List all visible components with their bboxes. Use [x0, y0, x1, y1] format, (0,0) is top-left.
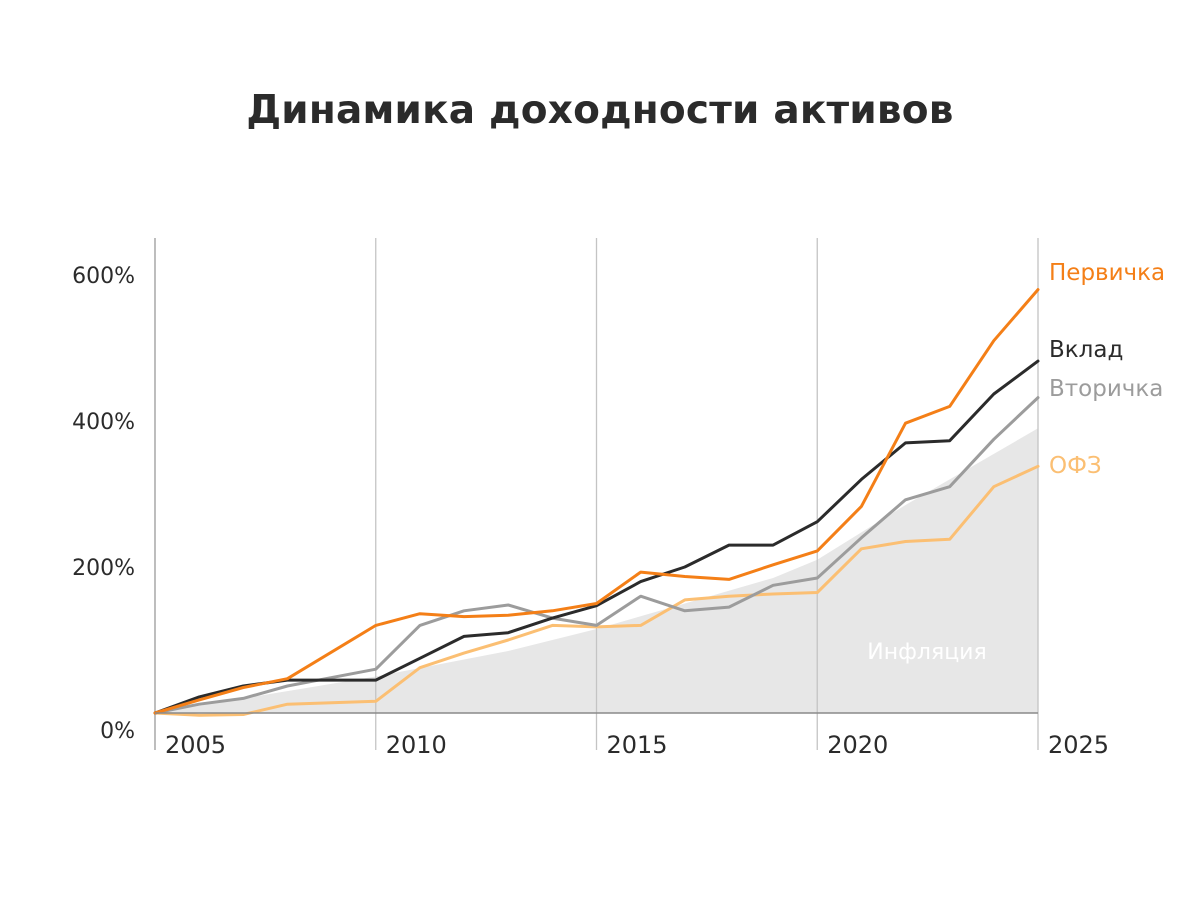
- inflation-area-label: Инфляция: [867, 640, 986, 665]
- legend-label: Первичка: [1049, 260, 1165, 286]
- x-tick-label: 2020: [827, 731, 888, 759]
- y-tick-label: 0%: [100, 719, 135, 744]
- y-tick-label: 600%: [72, 264, 135, 289]
- legend-label: Вторичка: [1049, 376, 1163, 402]
- x-tick-label: 2025: [1048, 731, 1109, 759]
- series-line: [153, 288, 1040, 715]
- series-line: [153, 359, 1040, 715]
- legend-label: ОФЗ: [1049, 453, 1102, 479]
- x-tick-label: 2015: [607, 731, 668, 759]
- series-line: [153, 396, 1040, 715]
- x-tick-label: 2010: [386, 731, 447, 759]
- series-line: [153, 464, 1040, 717]
- legend-label: Вклад: [1049, 337, 1123, 363]
- x-tick-label: 2005: [165, 731, 226, 759]
- y-tick-label: 400%: [72, 410, 135, 435]
- chart-title: Динамика доходности активов: [246, 88, 954, 133]
- y-tick-label: 200%: [72, 556, 135, 581]
